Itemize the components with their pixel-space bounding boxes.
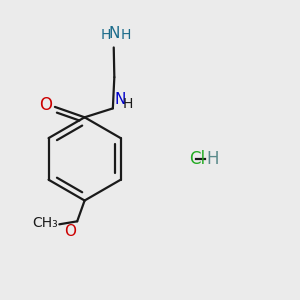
Text: H: H <box>206 150 219 168</box>
Text: H: H <box>100 28 111 42</box>
Text: N: N <box>114 92 126 107</box>
Text: CH₃: CH₃ <box>32 216 58 230</box>
Text: O: O <box>64 224 76 239</box>
Text: H: H <box>123 98 133 111</box>
Text: H: H <box>120 28 131 42</box>
Text: N: N <box>109 26 120 41</box>
Text: O: O <box>39 96 52 114</box>
Text: Cl: Cl <box>189 150 205 168</box>
